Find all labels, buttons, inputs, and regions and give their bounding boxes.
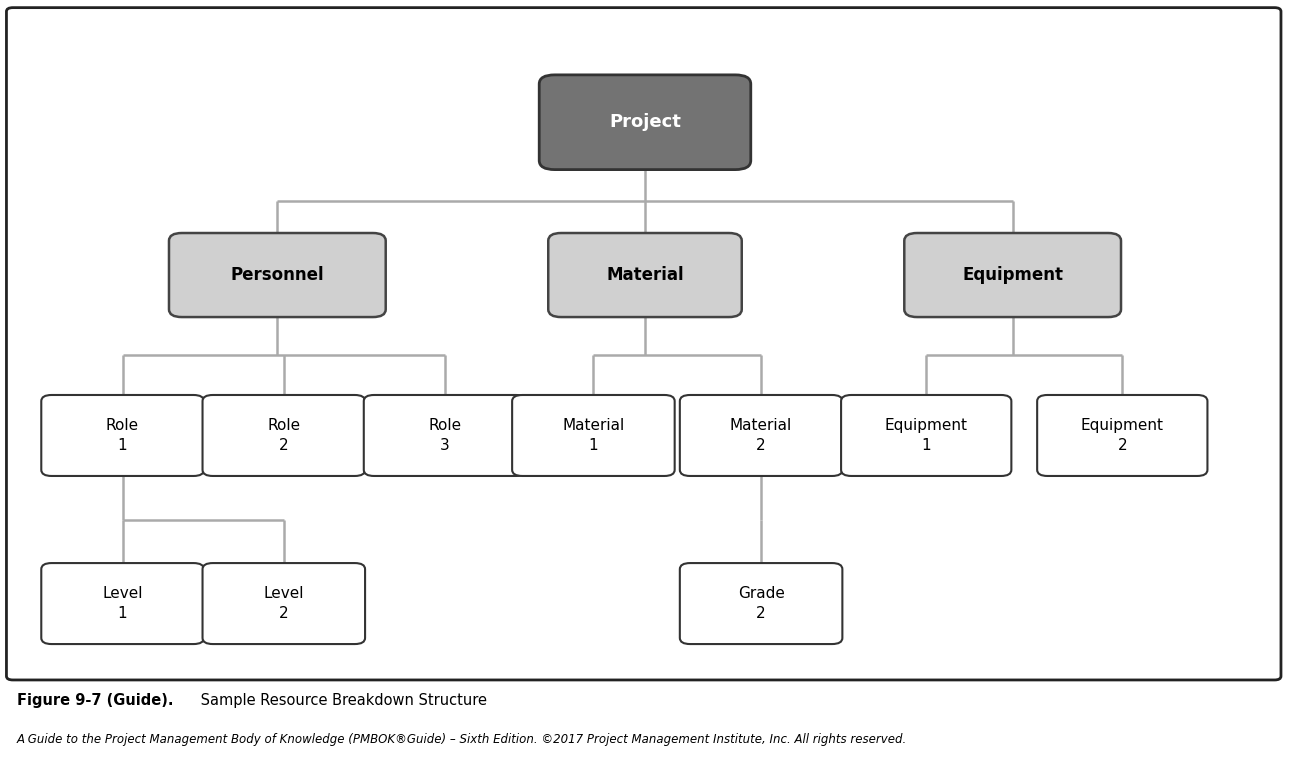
Text: Level
2: Level 2 [263, 586, 304, 621]
Text: Project: Project [609, 113, 681, 131]
FancyBboxPatch shape [41, 395, 204, 476]
FancyBboxPatch shape [169, 233, 386, 317]
Text: Role
2: Role 2 [267, 418, 301, 453]
Text: Role
1: Role 1 [106, 418, 139, 453]
FancyBboxPatch shape [41, 563, 204, 644]
Text: Equipment
2: Equipment 2 [1081, 418, 1164, 453]
FancyBboxPatch shape [904, 233, 1121, 317]
Text: Material: Material [606, 266, 684, 284]
FancyBboxPatch shape [364, 395, 526, 476]
Text: Role
3: Role 3 [428, 418, 462, 453]
FancyBboxPatch shape [203, 563, 365, 644]
Text: Equipment: Equipment [962, 266, 1063, 284]
FancyBboxPatch shape [1037, 395, 1207, 476]
Text: Level
1: Level 1 [102, 586, 143, 621]
FancyBboxPatch shape [512, 395, 675, 476]
FancyBboxPatch shape [680, 395, 842, 476]
Text: Grade
2: Grade 2 [738, 586, 784, 621]
FancyBboxPatch shape [841, 395, 1011, 476]
FancyBboxPatch shape [680, 563, 842, 644]
FancyBboxPatch shape [203, 395, 365, 476]
FancyBboxPatch shape [548, 233, 742, 317]
Text: Personnel: Personnel [231, 266, 324, 284]
FancyBboxPatch shape [6, 8, 1281, 680]
Text: Equipment
1: Equipment 1 [885, 418, 968, 453]
Text: Figure 9-7 (Guide).: Figure 9-7 (Guide). [17, 693, 173, 708]
Text: Material
1: Material 1 [562, 418, 624, 453]
FancyBboxPatch shape [539, 75, 751, 170]
Text: A Guide to the Project Management Body of Knowledge (PMBOK®Guide) – Sixth Editio: A Guide to the Project Management Body o… [17, 733, 907, 746]
Text: Material
2: Material 2 [730, 418, 792, 453]
Text: Sample Resource Breakdown Structure: Sample Resource Breakdown Structure [196, 693, 488, 708]
